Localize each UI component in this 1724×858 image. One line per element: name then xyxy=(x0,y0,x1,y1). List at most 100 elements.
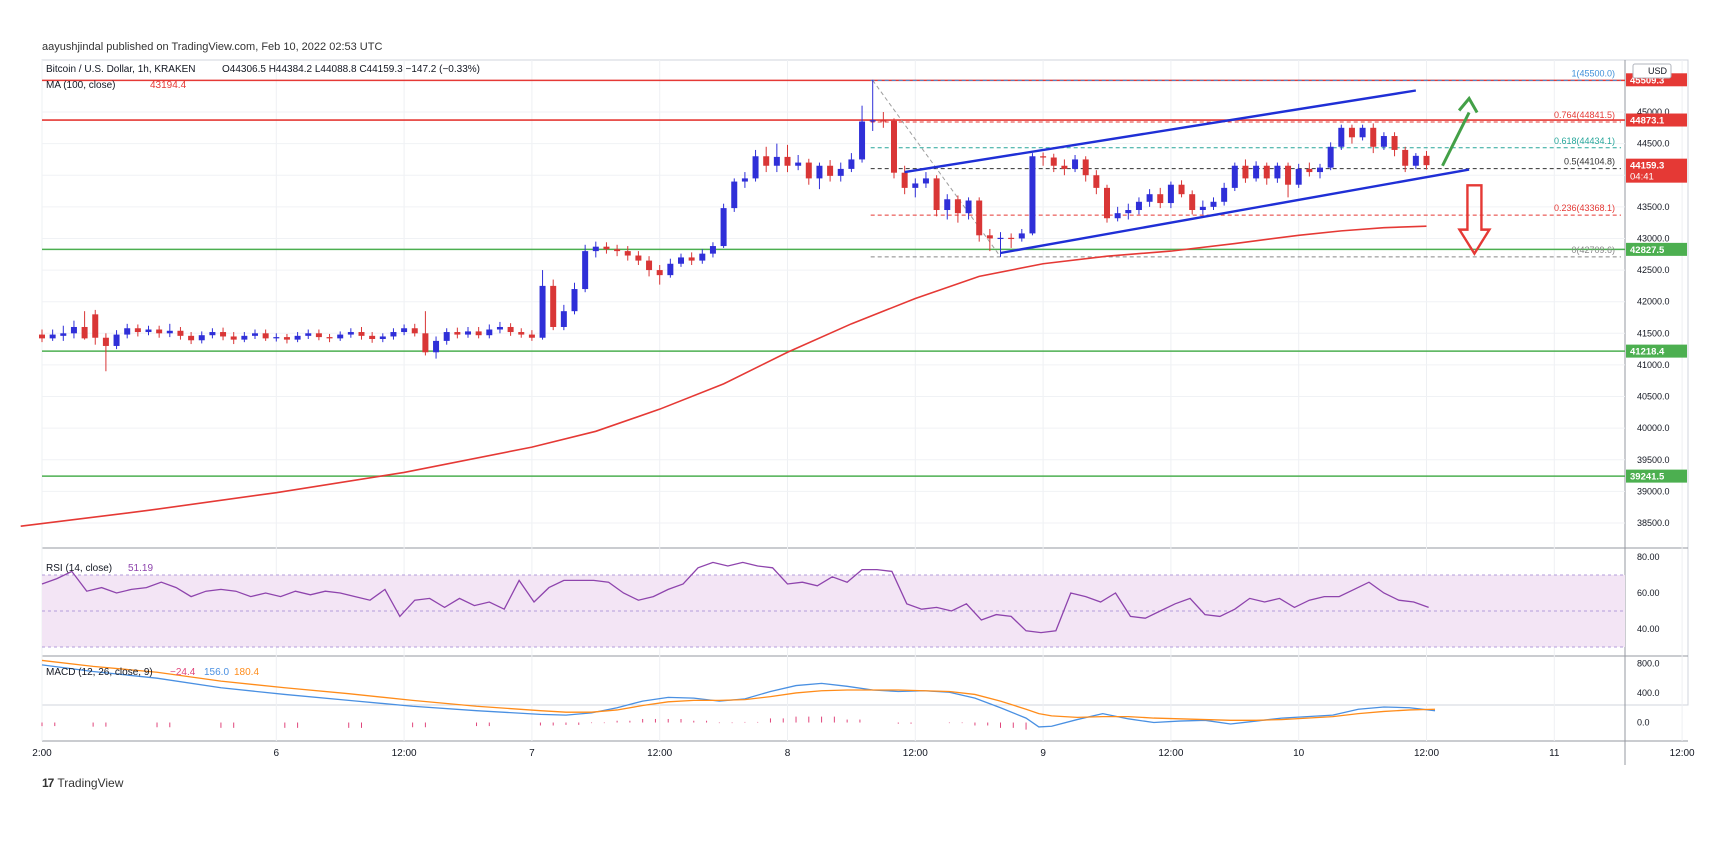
y-tick-label: 41500.0 xyxy=(1637,328,1670,338)
candle xyxy=(688,252,695,266)
candle xyxy=(326,333,333,343)
candle-body xyxy=(731,181,738,209)
candle xyxy=(1221,182,1228,206)
candle xyxy=(1306,162,1313,177)
candle-body xyxy=(912,183,919,188)
candle-body xyxy=(603,246,610,250)
candle xyxy=(1040,152,1047,166)
candle xyxy=(795,154,802,171)
rsi-tick-label: 40.00 xyxy=(1637,624,1660,634)
candle xyxy=(518,328,525,338)
candle-body xyxy=(709,246,716,254)
candle-body xyxy=(1263,165,1270,179)
macd-title: MACD (12, 26, close, 9) xyxy=(46,667,153,678)
candle xyxy=(1104,184,1110,223)
candle xyxy=(369,332,376,343)
candle xyxy=(1210,197,1217,211)
candle-body xyxy=(805,162,812,179)
price-tag xyxy=(1626,469,1687,483)
y-tick-label: 43000.0 xyxy=(1637,233,1670,243)
candle xyxy=(571,282,578,315)
fib-level-label: 0.5(44104.8) xyxy=(1564,157,1615,167)
candle-body xyxy=(262,333,269,339)
rsi-pane[interactable]: RSI (14, close) 51.19 xyxy=(41,561,1625,648)
price-pane[interactable]: 1(45500.0) 0.764(44841.5) 0.618(44434.1) 0.… xyxy=(20,68,1625,527)
candle-body xyxy=(443,332,450,341)
channel-upper-line[interactable] xyxy=(904,89,1417,174)
candle-body xyxy=(390,332,397,337)
candle xyxy=(1412,153,1419,169)
candle-body xyxy=(252,333,258,336)
channel-lower-line[interactable] xyxy=(1000,168,1470,255)
candle-body xyxy=(667,263,674,276)
candle xyxy=(805,158,812,185)
candle xyxy=(901,165,908,195)
candle xyxy=(912,178,919,198)
candle-body xyxy=(401,328,408,333)
candle xyxy=(1029,153,1036,236)
y-tick-label: 39500.0 xyxy=(1637,455,1670,465)
price-tag xyxy=(1626,158,1687,183)
candle-body xyxy=(635,255,642,261)
candle xyxy=(70,320,77,339)
rsi-tick-label: 80.00 xyxy=(1637,552,1660,562)
fib-trend-line[interactable] xyxy=(872,80,1001,258)
candle xyxy=(496,321,503,334)
candle xyxy=(1348,124,1355,144)
candle xyxy=(784,144,791,173)
candle xyxy=(965,197,972,220)
candle xyxy=(827,160,834,182)
candle xyxy=(1295,163,1302,188)
candle xyxy=(1093,170,1100,195)
candle xyxy=(49,329,56,341)
candle xyxy=(720,203,727,248)
candle-body xyxy=(1274,165,1281,179)
candle xyxy=(922,172,929,188)
candle-body xyxy=(156,329,163,334)
candle xyxy=(635,251,642,266)
candle-body xyxy=(816,165,823,179)
candle xyxy=(1391,132,1398,157)
macd-line xyxy=(41,664,1436,728)
candle-body xyxy=(315,333,322,338)
candle-body xyxy=(475,331,482,336)
candle xyxy=(1359,124,1366,141)
y-tick-label: 38500.0 xyxy=(1637,518,1670,528)
candle-body xyxy=(145,329,152,333)
rsi-title: RSI (14, close) xyxy=(46,563,112,574)
rsi-band xyxy=(42,575,1625,647)
candle xyxy=(390,328,397,340)
tradingview-logo[interactable]: 17 TradingView xyxy=(42,776,123,790)
candle-body xyxy=(1380,136,1387,147)
candle xyxy=(486,324,493,339)
candle-body xyxy=(539,285,546,338)
candle-body xyxy=(1295,168,1302,185)
y-tick-label: 43500.0 xyxy=(1637,202,1670,212)
candle-body xyxy=(507,326,514,333)
candle-body xyxy=(752,156,759,179)
candle xyxy=(678,253,684,267)
candle xyxy=(198,331,205,344)
candle xyxy=(81,311,88,340)
candle-body xyxy=(1306,168,1313,173)
candle-body xyxy=(1008,237,1015,240)
candle xyxy=(113,330,120,350)
candle-body xyxy=(997,237,1004,240)
x-tick-label: 2:00 xyxy=(32,748,52,759)
candle-body xyxy=(560,311,567,327)
macd-pane[interactable]: MACD (12, 26, close, 9) −24.4 156.0 180.4 xyxy=(41,659,1436,730)
candle xyxy=(614,244,621,257)
currency-badge[interactable] xyxy=(1632,63,1672,79)
candle-body xyxy=(1104,187,1110,219)
candle-body xyxy=(656,270,663,276)
candle xyxy=(848,153,855,173)
candle xyxy=(646,256,653,277)
arrow-up-icon xyxy=(1441,111,1471,167)
y-tick-label: 42000.0 xyxy=(1637,297,1670,307)
candle-body xyxy=(944,199,951,211)
candle xyxy=(699,249,706,264)
candle-body xyxy=(678,257,684,264)
candle xyxy=(283,333,290,344)
price-tag-label: 44873.1 xyxy=(1630,116,1665,127)
x-tick-label: 12:00 xyxy=(1414,748,1439,759)
